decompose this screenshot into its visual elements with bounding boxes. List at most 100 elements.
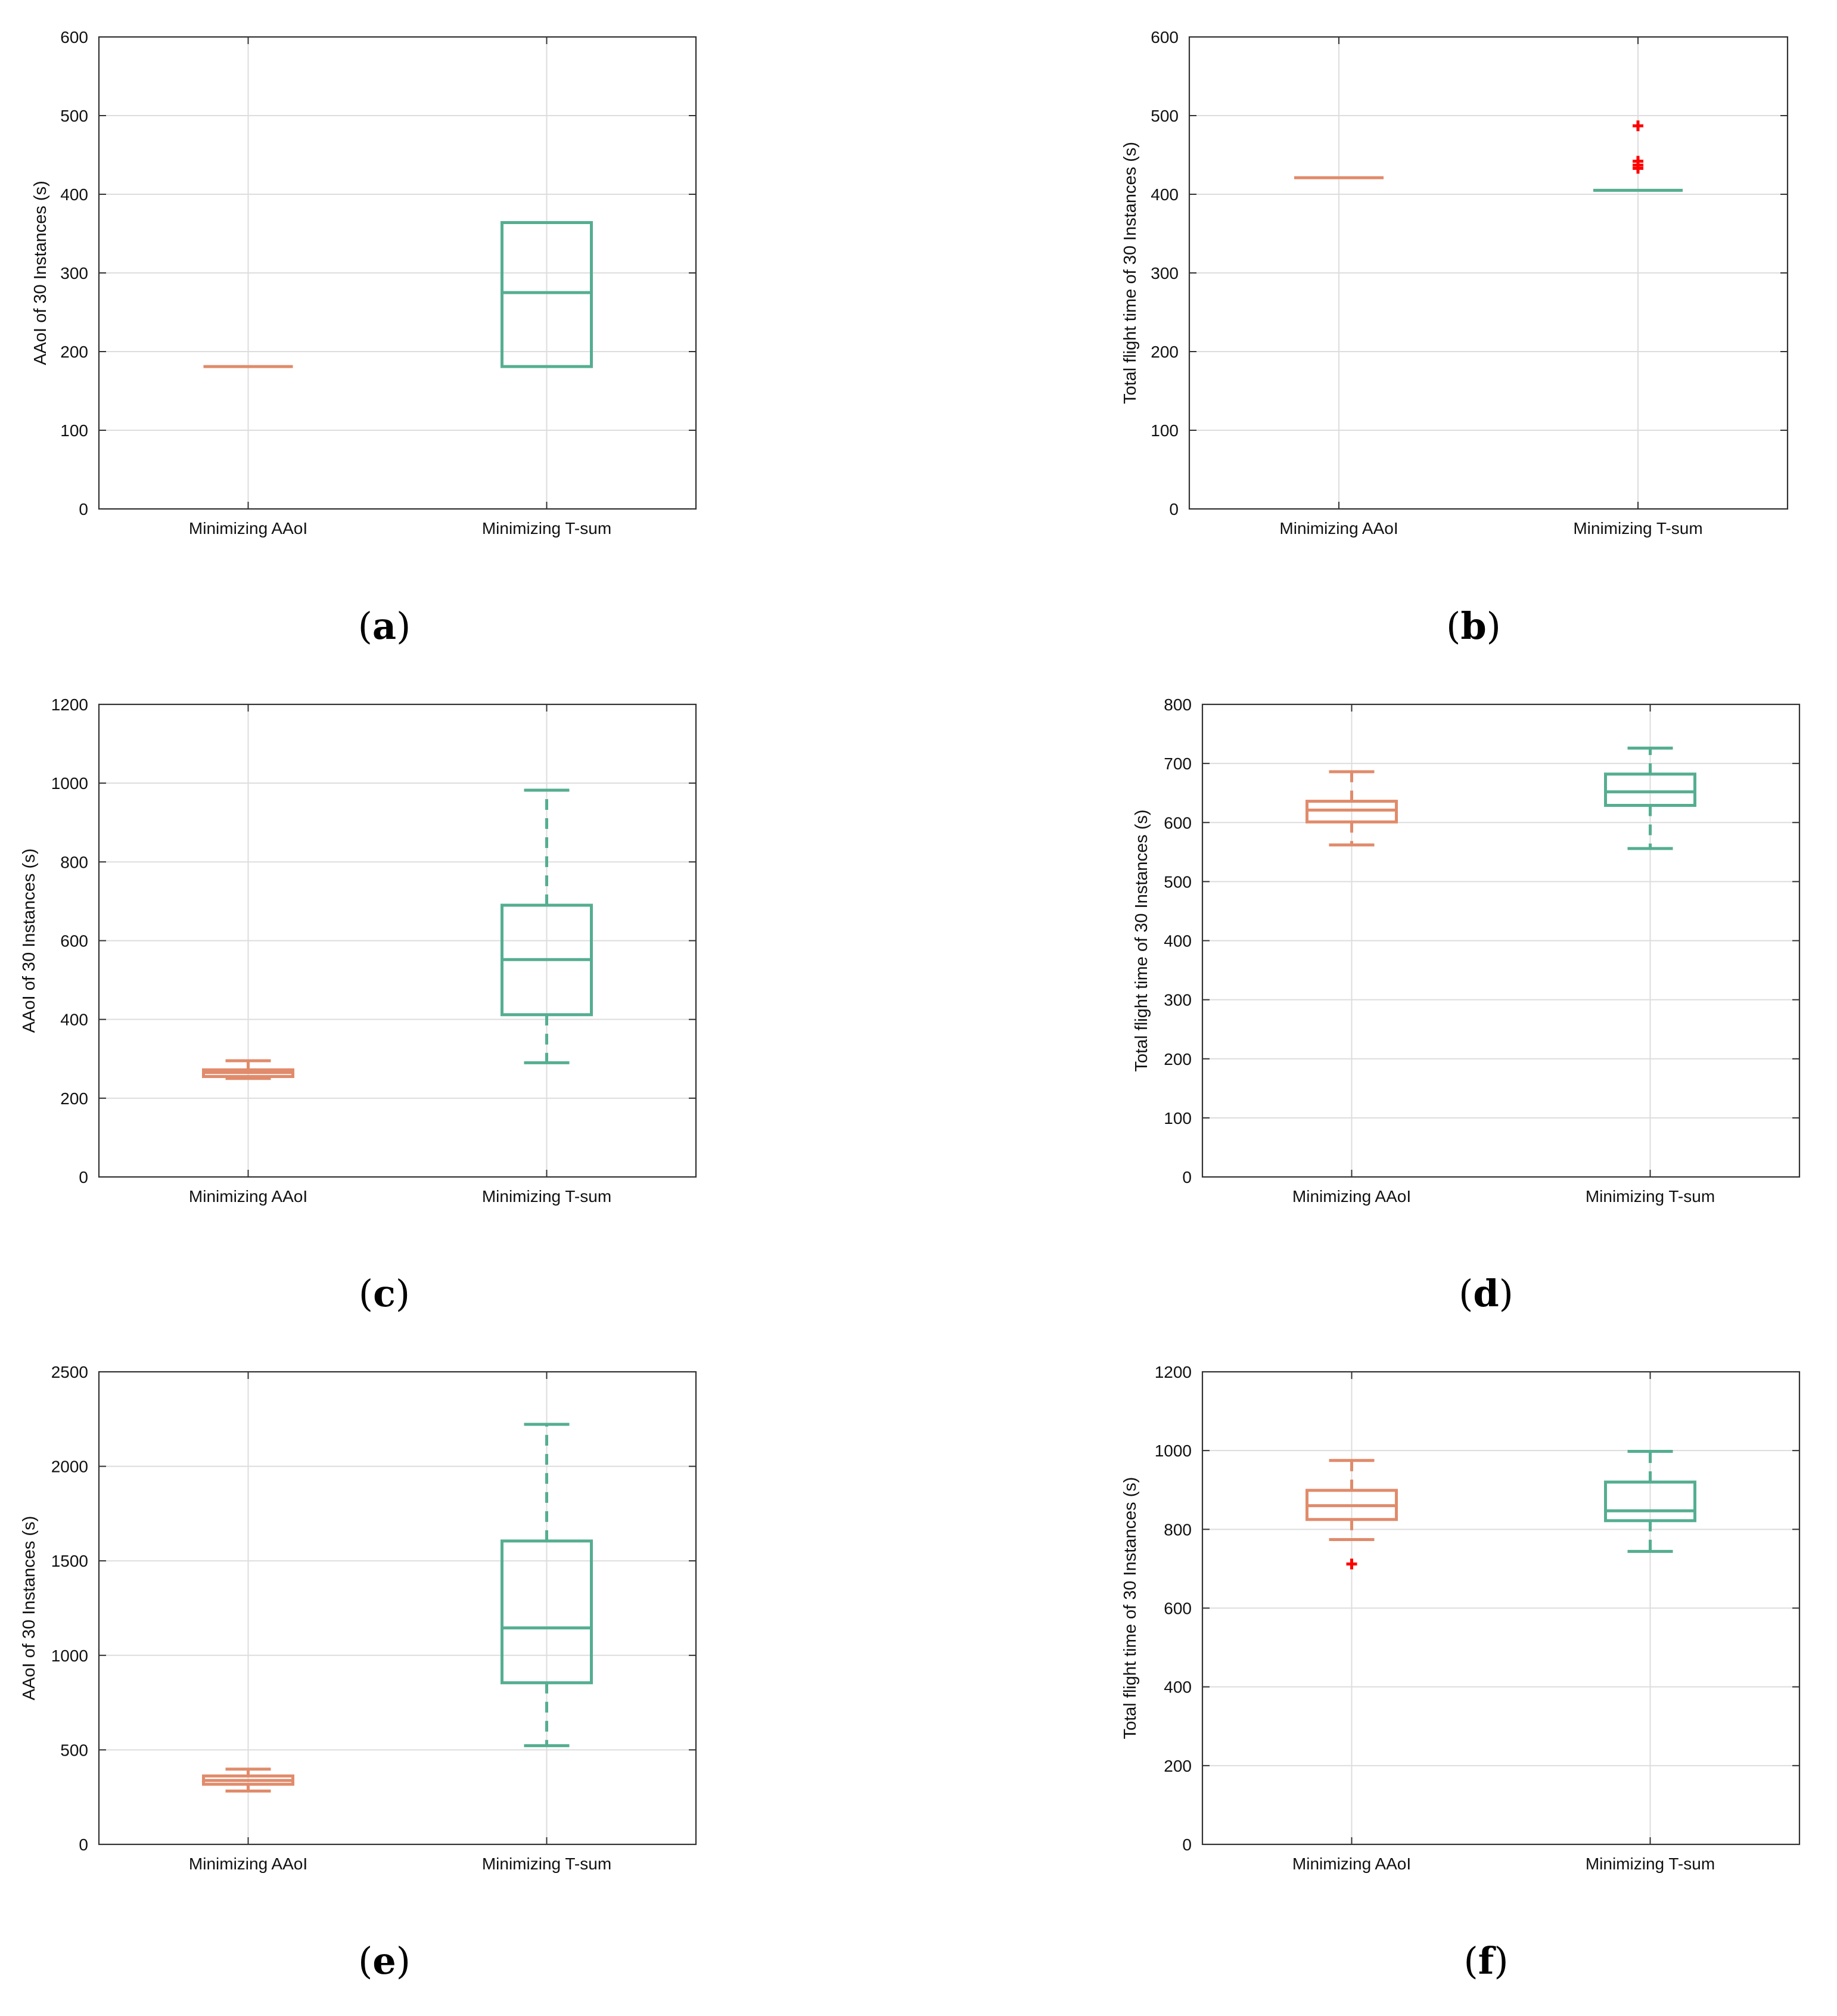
- box-minimizing-tsum: [1604, 1449, 1696, 1553]
- y-tick-label: 0: [1182, 1168, 1192, 1186]
- y-tick-label: 1000: [51, 1647, 88, 1665]
- panel-letter: b: [1460, 604, 1486, 648]
- x-category-label: Minimizing AAoI: [1292, 1187, 1411, 1206]
- y-tick-label: 1000: [1155, 1442, 1192, 1460]
- y-tick-label: 300: [1164, 991, 1192, 1009]
- y-tick-label: 200: [1151, 343, 1179, 361]
- axes-frame: [1201, 1371, 1801, 1846]
- panel-label: (f): [1463, 1939, 1508, 1983]
- panel-label: (a): [358, 604, 411, 648]
- y-axis-label: AAoI of 30 Instances (s): [20, 1516, 39, 1700]
- x-category-label: Minimizing AAoI: [1292, 1855, 1411, 1873]
- y-tick-label: 300: [60, 264, 88, 282]
- y-axis-label: AAoI of 30 Instances (s): [20, 849, 39, 1033]
- y-tick-label: 0: [1182, 1835, 1192, 1854]
- y-axis-label: Total flight time of 30 Instances (s): [1121, 1477, 1140, 1739]
- x-category-label: Minimizing T-sum: [1586, 1187, 1715, 1206]
- y-tick-label: 100: [60, 421, 88, 440]
- x-category-label: Minimizing AAoI: [189, 1855, 307, 1873]
- y-tick-label: 100: [1164, 1109, 1192, 1127]
- y-tick-label: 800: [60, 853, 88, 871]
- panel-letter: e: [372, 1939, 396, 1983]
- box-minimizing-tsum: [1593, 120, 1683, 192]
- y-tick-label: 100: [1151, 421, 1179, 440]
- panel-c: 0 200 400 600 800 1000 1200 Minimizing AAoI Mini…: [20, 695, 697, 1315]
- y-axis-label: Total flight time of 30 Instances (s): [1132, 809, 1151, 1071]
- box-minimizing-aaoi: [202, 1059, 294, 1080]
- panel-b: 0 100 200 300 400 500 600 Minimizing AAoI Minimi…: [1121, 28, 1789, 648]
- y-tick-label: 600: [1151, 28, 1179, 46]
- x-category-label: Minimizing T-sum: [482, 1855, 611, 1873]
- y-tick-label: 0: [79, 1168, 88, 1186]
- panel-letter: f: [1478, 1939, 1496, 1983]
- y-tick-label: 500: [1164, 872, 1192, 891]
- y-tick-label: 400: [1151, 185, 1179, 204]
- y-tick-label: 0: [79, 1835, 88, 1854]
- iqr-box: [1604, 1480, 1696, 1523]
- axes-frame: [98, 36, 697, 510]
- panel-d: 0 100 200 300 400 500 600 700 800 Minimizing AAoI…: [1132, 695, 1801, 1315]
- panel-label: (e): [358, 1939, 411, 1983]
- y-tick-label: 400: [60, 1011, 88, 1029]
- x-category-label: Minimizing AAoI: [189, 519, 307, 538]
- y-tick-label: 400: [1164, 1678, 1192, 1697]
- axes-frame: [1201, 703, 1801, 1178]
- panel-letter: c: [373, 1272, 396, 1315]
- box-minimizing-tsum: [1604, 746, 1696, 850]
- y-tick-label: 600: [60, 28, 88, 46]
- box-minimizing-tsum: [501, 1422, 593, 1747]
- box-minimizing-tsum: [501, 221, 593, 368]
- box-minimizing-aaoi: [1306, 770, 1398, 847]
- iqr-box: [501, 221, 593, 368]
- panel-label: (d): [1459, 1272, 1513, 1315]
- y-tick-label: 500: [60, 107, 88, 125]
- y-tick-label: 800: [1164, 1520, 1192, 1539]
- x-category-label: Minimizing T-sum: [1586, 1855, 1715, 1873]
- y-tick-label: 400: [1164, 932, 1192, 950]
- y-tick-label: 0: [1169, 500, 1179, 518]
- x-category-label: Minimizing AAoI: [1279, 519, 1398, 538]
- y-tick-label: 200: [1164, 1050, 1192, 1068]
- box-minimizing-aaoi: [1306, 1459, 1398, 1570]
- y-tick-label: 800: [1164, 695, 1192, 714]
- outlier-marker: [1346, 1558, 1357, 1570]
- y-tick-label: 1000: [51, 774, 88, 793]
- y-tick-label: 2500: [51, 1363, 88, 1381]
- panel-label: (c): [359, 1272, 410, 1315]
- y-tick-label: 1500: [51, 1552, 88, 1570]
- y-tick-label: 2000: [51, 1458, 88, 1476]
- panel-e: 0 500 1000 1500 2000 2500 Minimizing AAoI Minim…: [20, 1363, 697, 1983]
- x-category-label: Minimizing T-sum: [482, 519, 611, 538]
- y-tick-label: 500: [1151, 107, 1179, 125]
- axes-frame: [98, 1371, 697, 1846]
- y-tick-label: 200: [60, 343, 88, 361]
- y-tick-label: 600: [60, 932, 88, 950]
- axes-frame: [1188, 36, 1789, 510]
- y-tick-label: 1200: [51, 695, 88, 714]
- box-minimizing-aaoi: [202, 1768, 294, 1793]
- panel-f: 0 200 400 600 800 1000 1200 Minimizing AAoI Mini…: [1121, 1363, 1801, 1983]
- axes-frame: [98, 703, 697, 1178]
- outlier-marker: [1633, 163, 1643, 174]
- y-tick-label: 600: [1164, 1599, 1192, 1618]
- y-axis-label: Total flight time of 30 Instances (s): [1121, 142, 1140, 404]
- panel-letter: a: [372, 604, 396, 648]
- y-tick-label: 700: [1164, 754, 1192, 773]
- outlier-marker: [1633, 120, 1643, 132]
- x-category-label: Minimizing AAoI: [189, 1187, 307, 1206]
- panel-a: 0 100 200 300 400 500 600 Minimizing AAoI Minimi…: [31, 28, 697, 648]
- y-tick-label: 0: [79, 500, 88, 518]
- y-tick-label: 600: [1164, 813, 1192, 832]
- panel-letter: d: [1473, 1272, 1499, 1315]
- y-tick-label: 300: [1151, 264, 1179, 282]
- y-tick-label: 1200: [1155, 1363, 1192, 1381]
- y-axis-label: AAoI of 30 Instances (s): [31, 181, 50, 365]
- y-tick-label: 400: [60, 185, 88, 204]
- y-tick-label: 200: [60, 1089, 88, 1108]
- x-category-label: Minimizing T-sum: [1573, 519, 1702, 538]
- x-category-label: Minimizing T-sum: [482, 1187, 611, 1206]
- iqr-box: [1604, 772, 1696, 807]
- iqr-box: [501, 1539, 593, 1685]
- y-tick-label: 200: [1164, 1757, 1192, 1775]
